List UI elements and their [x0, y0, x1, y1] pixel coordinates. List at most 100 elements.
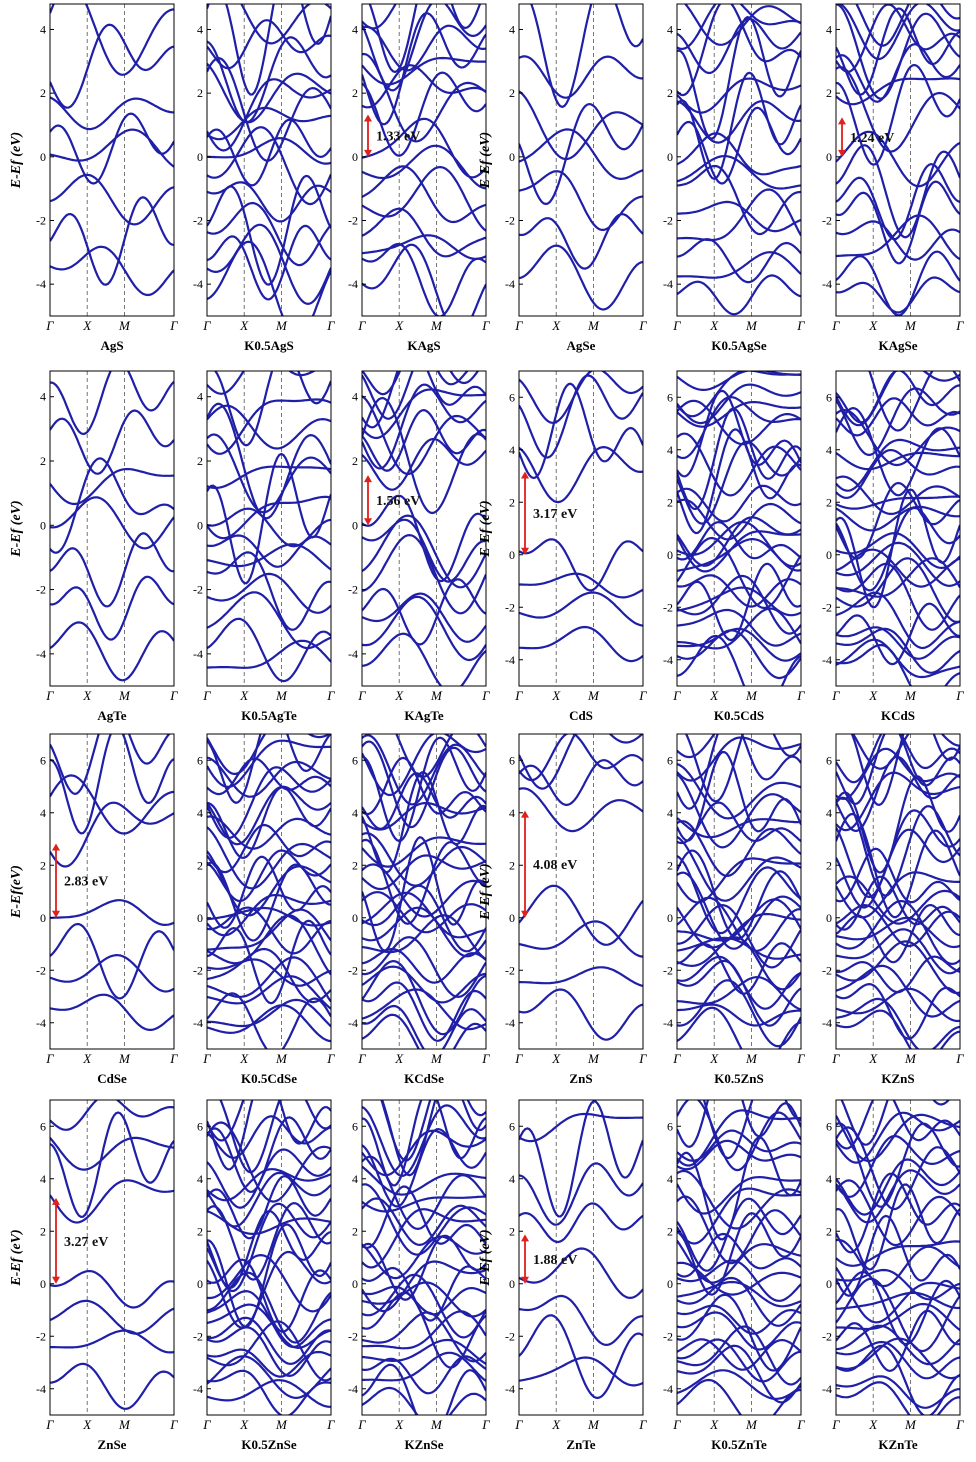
- band-line: [50, 532, 174, 608]
- x-tick-label: M: [745, 318, 758, 333]
- x-tick-label: X: [868, 688, 878, 703]
- x-tick-label: Γ: [202, 688, 211, 703]
- x-tick-label: M: [904, 688, 917, 703]
- band-line: [519, 572, 643, 599]
- y-tick-label: 4: [197, 1172, 203, 1186]
- y-tick-label: 6: [509, 1119, 515, 1133]
- x-tick-label: Γ: [481, 688, 490, 703]
- bands: [677, 1100, 801, 1415]
- y-tick-label: 4: [826, 443, 832, 457]
- band-line: [362, 371, 469, 396]
- y-tick-label: 4: [509, 806, 515, 820]
- y-tick-label: 0: [826, 911, 832, 925]
- band-line: [677, 1232, 801, 1278]
- panel-title: K0.5AgS: [244, 338, 293, 353]
- y-tick-label: 6: [509, 390, 515, 404]
- band-line: [836, 997, 960, 1049]
- y-tick-label: 4: [667, 806, 673, 820]
- x-tick-label: Γ: [831, 688, 840, 703]
- band-line: [362, 936, 486, 998]
- plot-frame: [361, 733, 487, 1050]
- y-tick-label: -4: [822, 1382, 832, 1396]
- band-line: [362, 836, 486, 952]
- band-line: [519, 170, 643, 231]
- y-tick-label: 2: [352, 86, 358, 100]
- y-tick-label: -2: [193, 1329, 203, 1343]
- x-tick-label: Γ: [672, 1051, 681, 1066]
- y-tick-label: -4: [36, 277, 46, 291]
- band-line: [677, 274, 801, 316]
- band-line: [207, 224, 331, 301]
- panel-title: KAgTe: [404, 708, 443, 723]
- panel-title: KAgS: [407, 338, 440, 353]
- bands: [362, 1100, 486, 1415]
- band-line: [677, 371, 801, 418]
- band-line: [213, 371, 331, 447]
- band-line: [368, 4, 482, 74]
- y-tick-label: 2: [826, 495, 832, 509]
- y-tick-label: 6: [667, 390, 673, 404]
- band-line: [836, 481, 960, 560]
- band-line: [207, 534, 331, 568]
- band-line: [362, 1285, 486, 1316]
- band-line: [836, 1111, 960, 1164]
- band-line: [836, 796, 960, 897]
- y-tick-label: 0: [509, 150, 515, 164]
- x-tick-label: M: [118, 688, 131, 703]
- x-tick-label: X: [239, 1051, 249, 1066]
- band-line: [362, 71, 486, 157]
- band-line: [207, 1258, 331, 1333]
- y-axis-label: E-Ef (eV): [478, 132, 493, 189]
- band-line: [836, 406, 960, 497]
- band-line: [836, 220, 960, 261]
- y-tick-label: 2: [40, 86, 46, 100]
- band-line: [207, 958, 331, 987]
- y-tick-label: 4: [509, 1172, 515, 1186]
- band-line: [207, 734, 331, 775]
- y-tick-label: -4: [36, 1016, 46, 1030]
- y-tick-label: 0: [197, 911, 203, 925]
- band-line: [836, 1240, 960, 1267]
- band-line: [50, 409, 174, 475]
- x-tick-label: M: [587, 688, 600, 703]
- band-line: [836, 250, 960, 316]
- band-line: [519, 538, 643, 592]
- panel-title: K0.5AgTe: [241, 708, 297, 723]
- band-line: [362, 243, 486, 316]
- band-line: [362, 1355, 486, 1395]
- band-line: [207, 826, 331, 890]
- band-line: [836, 1344, 960, 1415]
- panel-K0.5CdSe: -4 -2 0 2 4 6 Γ X M Γ K0.5CdSe: [193, 733, 335, 1086]
- band-line: [519, 1112, 643, 1143]
- y-tick-label: 6: [40, 1119, 46, 1133]
- gap-label: 3.27 eV: [64, 1235, 108, 1250]
- band-line: [207, 371, 317, 395]
- y-tick-label: 0: [197, 150, 203, 164]
- x-tick-label: X: [868, 318, 878, 333]
- band-line: [207, 1316, 331, 1365]
- band-line: [677, 1239, 801, 1284]
- band-line: [362, 165, 486, 224]
- band-line: [362, 1183, 486, 1256]
- band-line: [362, 4, 486, 92]
- y-tick-label: 0: [509, 911, 515, 925]
- y-tick-label: -2: [663, 963, 673, 977]
- band-line: [362, 736, 486, 843]
- y-tick-label: 4: [352, 1172, 358, 1186]
- band-line: [395, 734, 486, 779]
- band-line: [840, 1100, 951, 1146]
- band-line: [836, 475, 960, 515]
- band-line: [677, 773, 801, 849]
- y-tick-label: 2: [667, 495, 673, 509]
- x-tick-label: Γ: [672, 688, 681, 703]
- band-line: [207, 495, 331, 540]
- band-line: [836, 812, 960, 919]
- band-line: [207, 1201, 331, 1281]
- band-line: [362, 1310, 486, 1350]
- band-line: [836, 4, 960, 61]
- x-tick-label: M: [118, 1051, 131, 1066]
- y-tick-label: -2: [505, 600, 515, 614]
- band-line: [677, 634, 801, 686]
- bands: [362, 4, 486, 316]
- band-line: [677, 734, 801, 810]
